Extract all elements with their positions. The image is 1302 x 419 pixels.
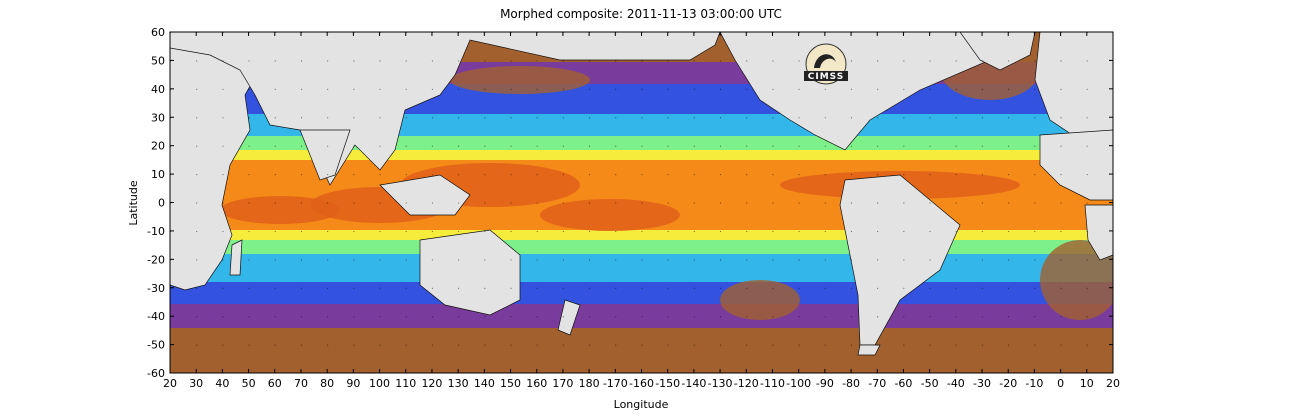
x-tick-label: -140 <box>681 377 706 390</box>
y-tick-label: 10 <box>151 168 165 181</box>
x-axis-label: Longitude <box>614 398 669 411</box>
x-tick-label: -90 <box>816 377 834 390</box>
x-tick-label: -170 <box>603 377 628 390</box>
y-tick-label: 40 <box>151 83 165 96</box>
y-axis-ticks: 60 50 40 30 20 10 0 -10 -20 -30 -40 -50 -60 <box>147 26 1113 380</box>
x-tick-label: 80 <box>320 377 334 390</box>
y-tick-label: -10 <box>147 225 165 238</box>
x-tick-label: -50 <box>921 377 939 390</box>
x-tick-label: 10 <box>1080 377 1094 390</box>
x-tick-label: -60 <box>894 377 912 390</box>
x-tick-label: -130 <box>708 377 733 390</box>
x-axis-ticks: 20 30 40 50 60 70 80 90 100 110 120 130 140 150 160 170… <box>163 32 1120 390</box>
x-tick-label: -70 <box>868 377 886 390</box>
x-tick-label: 60 <box>268 377 282 390</box>
x-tick-label: 20 <box>163 377 177 390</box>
graticule-dots <box>170 32 1113 373</box>
x-tick-label: 40 <box>215 377 229 390</box>
y-tick-label: 0 <box>158 197 165 210</box>
x-tick-label: -30 <box>973 377 991 390</box>
y-tick-label: -60 <box>147 367 165 380</box>
x-tick-label: 120 <box>421 377 442 390</box>
y-tick-label: -20 <box>147 253 165 266</box>
y-tick-label: 20 <box>151 140 165 153</box>
map-title: Morphed composite: 2011-11-13 03:00:00 U… <box>500 7 782 21</box>
x-tick-label: 180 <box>579 377 600 390</box>
y-tick-label: 50 <box>151 54 165 67</box>
x-tick-label: 20 <box>1106 377 1120 390</box>
y-tick-label: -40 <box>147 310 165 323</box>
x-tick-label: 0 <box>1057 377 1064 390</box>
x-tick-label: 150 <box>500 377 521 390</box>
x-tick-label: 70 <box>294 377 308 390</box>
x-tick-label: -120 <box>734 377 759 390</box>
x-tick-label: 160 <box>526 377 547 390</box>
x-tick-label: -160 <box>629 377 654 390</box>
x-tick-label: 30 <box>189 377 203 390</box>
y-tick-label: 60 <box>151 26 165 39</box>
x-tick-label: 110 <box>395 377 416 390</box>
x-tick-label: -100 <box>786 377 811 390</box>
logo-text: CIMSS <box>808 72 844 82</box>
x-tick-label: 140 <box>474 377 495 390</box>
x-tick-label: -110 <box>760 377 785 390</box>
cimss-logo: CIMSS <box>804 43 848 85</box>
y-tick-label: -30 <box>147 282 165 295</box>
x-tick-label: -10 <box>1025 377 1043 390</box>
x-tick-label: -80 <box>842 377 860 390</box>
x-tick-label: 130 <box>448 377 469 390</box>
plot-area <box>170 32 1113 373</box>
x-tick-label: 50 <box>242 377 256 390</box>
y-tick-label: -50 <box>147 339 165 352</box>
x-tick-label: -20 <box>999 377 1017 390</box>
y-tick-label: 30 <box>151 111 165 124</box>
x-tick-label: -150 <box>655 377 680 390</box>
x-tick-label: -40 <box>947 377 965 390</box>
x-tick-label: 90 <box>346 377 360 390</box>
x-tick-label: 170 <box>552 377 573 390</box>
x-tick-label: 100 <box>369 377 390 390</box>
y-axis-label: Latitude <box>127 180 140 226</box>
